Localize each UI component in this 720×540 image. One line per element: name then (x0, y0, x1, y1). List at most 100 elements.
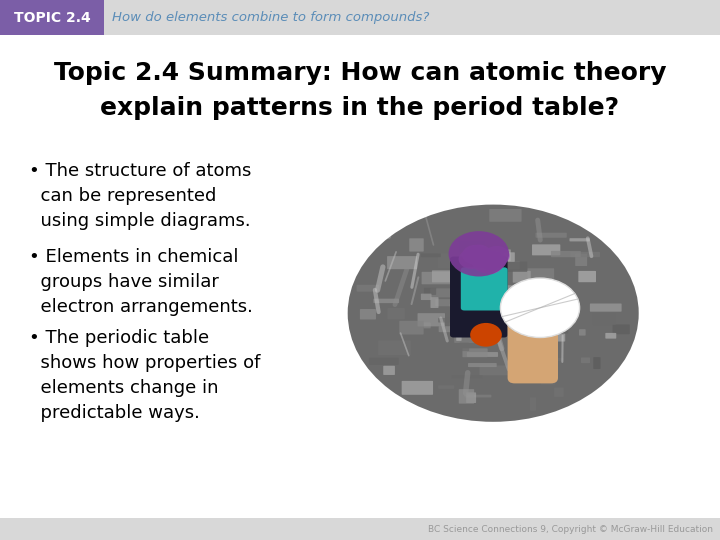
Circle shape (466, 245, 492, 264)
FancyBboxPatch shape (378, 341, 410, 355)
FancyBboxPatch shape (456, 327, 462, 341)
FancyBboxPatch shape (513, 271, 531, 283)
FancyBboxPatch shape (546, 340, 552, 353)
FancyBboxPatch shape (554, 388, 564, 397)
FancyBboxPatch shape (400, 321, 423, 334)
FancyBboxPatch shape (0, 0, 720, 35)
FancyBboxPatch shape (527, 298, 543, 312)
FancyBboxPatch shape (460, 294, 474, 299)
FancyBboxPatch shape (461, 267, 508, 310)
FancyBboxPatch shape (523, 294, 552, 302)
FancyBboxPatch shape (490, 209, 521, 222)
FancyBboxPatch shape (500, 285, 531, 290)
FancyBboxPatch shape (449, 322, 469, 333)
Text: • The structure of atoms
  can be represented
  using simple diagrams.: • The structure of atoms can be represen… (29, 162, 251, 230)
FancyBboxPatch shape (517, 291, 536, 300)
FancyBboxPatch shape (550, 295, 578, 309)
FancyBboxPatch shape (590, 303, 621, 312)
FancyBboxPatch shape (422, 272, 452, 284)
FancyBboxPatch shape (461, 320, 472, 329)
FancyBboxPatch shape (436, 299, 459, 306)
FancyBboxPatch shape (454, 325, 484, 336)
FancyBboxPatch shape (501, 249, 510, 261)
FancyBboxPatch shape (387, 256, 417, 269)
FancyBboxPatch shape (402, 381, 433, 395)
FancyBboxPatch shape (570, 238, 590, 241)
FancyBboxPatch shape (528, 268, 554, 279)
FancyBboxPatch shape (510, 315, 516, 319)
Text: TOPIC 2.4: TOPIC 2.4 (14, 11, 91, 24)
Circle shape (449, 231, 509, 276)
FancyBboxPatch shape (505, 308, 512, 320)
FancyBboxPatch shape (489, 313, 510, 320)
FancyBboxPatch shape (438, 318, 464, 322)
Circle shape (477, 255, 503, 274)
FancyBboxPatch shape (578, 271, 596, 282)
FancyBboxPatch shape (474, 300, 506, 302)
FancyBboxPatch shape (450, 256, 508, 338)
FancyBboxPatch shape (424, 288, 436, 295)
FancyBboxPatch shape (480, 313, 507, 327)
FancyBboxPatch shape (383, 366, 395, 375)
FancyBboxPatch shape (467, 352, 498, 357)
Circle shape (473, 254, 499, 273)
FancyBboxPatch shape (484, 312, 516, 318)
FancyBboxPatch shape (418, 313, 445, 326)
FancyBboxPatch shape (528, 295, 546, 300)
Circle shape (484, 246, 510, 265)
FancyBboxPatch shape (492, 240, 508, 252)
FancyBboxPatch shape (529, 303, 556, 309)
FancyBboxPatch shape (536, 233, 567, 238)
FancyBboxPatch shape (360, 309, 376, 320)
FancyBboxPatch shape (0, 0, 104, 35)
FancyBboxPatch shape (431, 297, 438, 308)
Text: • Elements in chemical
  groups have similar
  electron arrangements.: • Elements in chemical groups have simil… (29, 248, 253, 316)
FancyBboxPatch shape (438, 253, 470, 268)
Text: How do elements combine to form compounds?: How do elements combine to form compound… (112, 11, 429, 24)
FancyBboxPatch shape (459, 241, 485, 252)
FancyBboxPatch shape (503, 298, 510, 302)
FancyBboxPatch shape (451, 375, 482, 379)
Text: Topic 2.4 Summary: How can atomic theory: Topic 2.4 Summary: How can atomic theory (54, 61, 666, 85)
FancyBboxPatch shape (503, 313, 516, 323)
FancyBboxPatch shape (509, 356, 524, 363)
FancyBboxPatch shape (581, 357, 590, 363)
FancyBboxPatch shape (593, 357, 600, 369)
FancyBboxPatch shape (438, 326, 457, 332)
FancyBboxPatch shape (482, 312, 506, 316)
FancyBboxPatch shape (497, 319, 513, 327)
FancyBboxPatch shape (480, 366, 510, 375)
FancyBboxPatch shape (496, 301, 510, 308)
FancyBboxPatch shape (495, 318, 507, 325)
Text: BC Science Connections 9, Copyright © McGraw-Hill Education: BC Science Connections 9, Copyright © Mc… (428, 525, 713, 534)
FancyBboxPatch shape (613, 325, 630, 334)
FancyBboxPatch shape (475, 298, 503, 304)
FancyBboxPatch shape (387, 308, 405, 319)
FancyBboxPatch shape (530, 397, 536, 410)
FancyBboxPatch shape (504, 261, 520, 269)
FancyBboxPatch shape (532, 245, 560, 255)
Circle shape (480, 251, 506, 271)
Text: explain patterns in the period table?: explain patterns in the period table? (100, 96, 620, 120)
FancyBboxPatch shape (575, 254, 587, 266)
FancyBboxPatch shape (493, 309, 518, 318)
FancyBboxPatch shape (553, 334, 565, 341)
FancyBboxPatch shape (504, 309, 523, 319)
FancyBboxPatch shape (459, 389, 474, 403)
FancyBboxPatch shape (467, 393, 476, 403)
FancyBboxPatch shape (487, 285, 497, 294)
FancyBboxPatch shape (356, 285, 379, 292)
FancyBboxPatch shape (534, 358, 564, 361)
FancyBboxPatch shape (421, 294, 431, 300)
FancyBboxPatch shape (431, 288, 454, 298)
Circle shape (500, 278, 580, 338)
FancyBboxPatch shape (423, 322, 431, 328)
FancyBboxPatch shape (508, 319, 558, 383)
FancyBboxPatch shape (541, 375, 555, 384)
Circle shape (346, 202, 641, 424)
FancyBboxPatch shape (593, 313, 616, 325)
FancyBboxPatch shape (438, 386, 454, 389)
FancyBboxPatch shape (470, 288, 492, 292)
FancyBboxPatch shape (463, 299, 488, 310)
FancyBboxPatch shape (462, 348, 487, 357)
